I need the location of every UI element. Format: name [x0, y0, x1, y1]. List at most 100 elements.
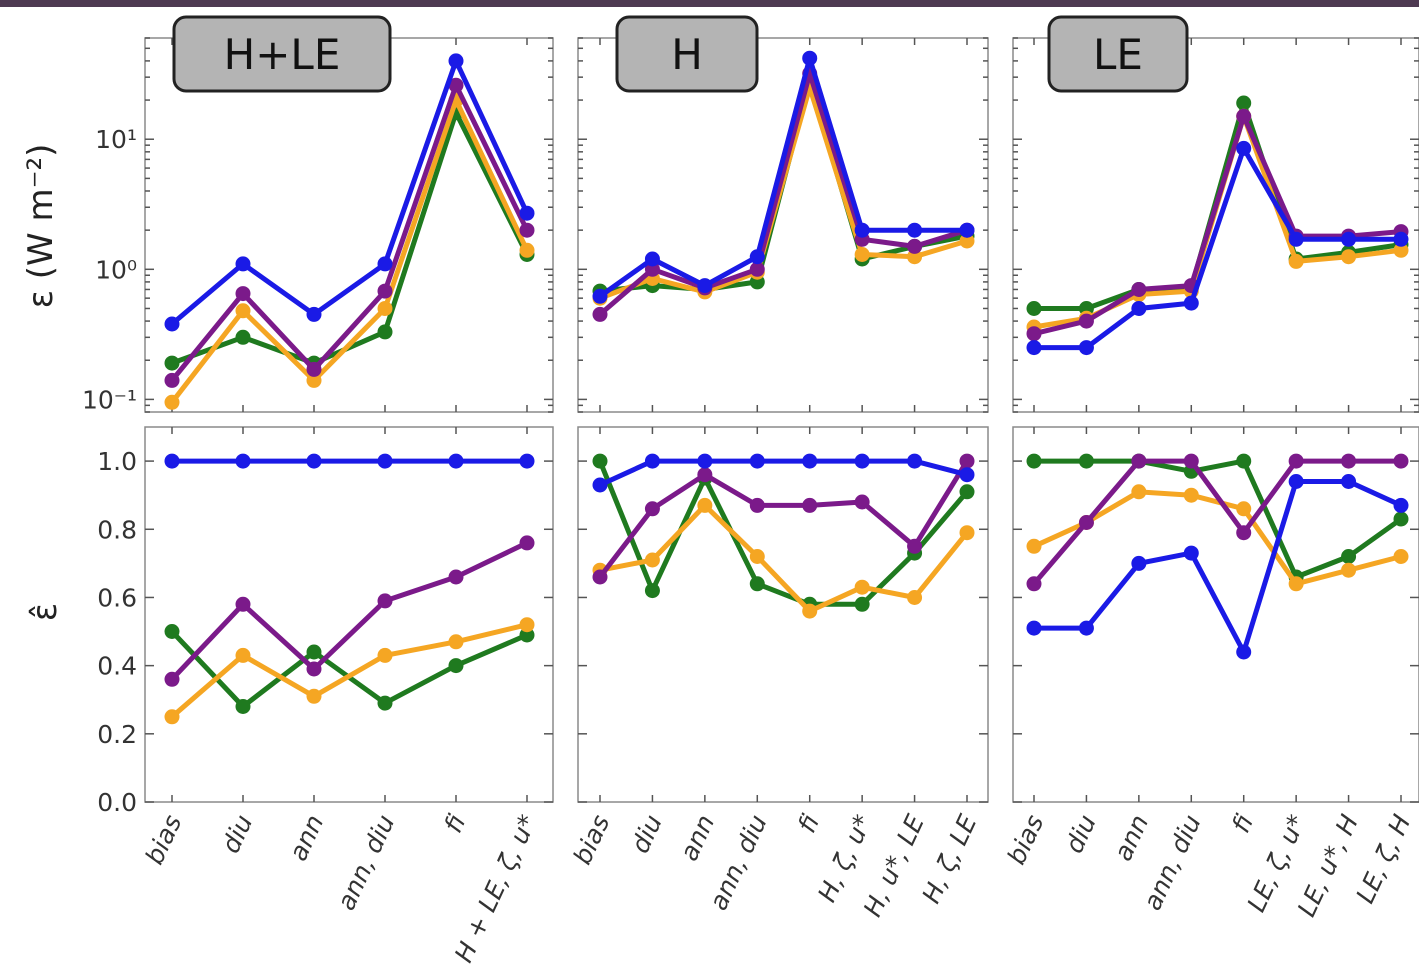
x-tick-label: diu	[1059, 810, 1102, 857]
data-point-orange	[1026, 538, 1042, 554]
data-point-purple	[519, 535, 535, 551]
data-point-purple	[749, 497, 765, 513]
data-point-orange	[907, 249, 923, 265]
data-point-blue	[697, 278, 713, 294]
data-point-purple	[854, 494, 870, 510]
series-line-green	[1034, 458, 1403, 580]
x-tick-label: fi	[438, 810, 471, 838]
data-point-blue	[1026, 340, 1042, 356]
data-point-blue	[854, 222, 870, 238]
x-tick-label: ann, diu	[331, 810, 400, 914]
data-point-blue	[1393, 231, 1409, 247]
data-point-green	[1026, 301, 1042, 316]
data-point-purple	[1131, 282, 1147, 297]
panel-title: H+LE	[224, 30, 341, 79]
data-point-blue	[448, 453, 464, 469]
data-point-purple	[749, 261, 765, 277]
title-box-background	[1047, 15, 1189, 93]
panel-frame	[577, 426, 989, 803]
data-point-blue	[235, 453, 251, 469]
data-point-blue	[854, 453, 870, 469]
data-point-green	[377, 324, 393, 340]
data-point-green	[644, 583, 660, 599]
data-point-green	[235, 329, 251, 345]
series-line-purple	[170, 540, 529, 682]
data-point-blue	[1341, 474, 1357, 489]
data-point-blue	[1078, 340, 1094, 356]
series-line-blue	[170, 58, 530, 326]
series-line-purple	[1033, 113, 1402, 337]
data-point-green	[1236, 95, 1252, 111]
panel-frame	[1012, 426, 1419, 803]
data-point-blue	[1183, 545, 1199, 561]
panel-frame	[577, 37, 989, 413]
data-point-purple	[1341, 453, 1357, 469]
data-point-orange	[959, 525, 975, 541]
data-point-blue	[519, 453, 535, 469]
data-point-purple	[1078, 515, 1094, 530]
panel-top-3	[1012, 37, 1419, 413]
data-point-blue	[235, 256, 251, 272]
panel-title: H	[671, 30, 703, 79]
data-point-orange	[1341, 562, 1357, 578]
data-point-purple	[306, 361, 322, 377]
data-point-purple	[1393, 453, 1409, 469]
data-point-orange	[1288, 576, 1304, 592]
data-point-purple	[519, 222, 535, 238]
data-point-blue	[749, 249, 765, 265]
data-point-purple	[448, 569, 464, 585]
x-tick-label: ann	[1108, 810, 1154, 865]
y-tick-label: 0.6	[97, 583, 137, 612]
data-point-purple	[164, 372, 180, 388]
x-tick-label: ann	[283, 810, 329, 865]
data-point-orange	[802, 603, 818, 619]
data-point-green	[235, 699, 251, 714]
data-point-orange	[1393, 549, 1409, 564]
data-point-purple	[907, 238, 923, 254]
data-point-blue	[749, 453, 765, 469]
data-point-blue	[592, 288, 608, 304]
x-tick-label: bias	[568, 810, 616, 869]
y-tick-label: 0.4	[97, 652, 137, 681]
data-point-green	[749, 576, 765, 592]
data-point-blue	[448, 53, 464, 69]
data-point-green	[1078, 453, 1094, 469]
data-point-orange	[306, 372, 322, 388]
data-point-orange	[164, 709, 180, 725]
data-point-green	[448, 658, 464, 674]
y-tick-label: 0.0	[97, 788, 137, 817]
data-point-orange	[235, 303, 251, 319]
data-point-orange	[959, 233, 975, 249]
data-point-green	[164, 624, 180, 639]
panel-frame	[144, 426, 554, 803]
data-point-orange	[164, 394, 180, 410]
data-point-blue	[907, 222, 923, 238]
data-point-purple	[644, 501, 660, 517]
x-tick-label: bias	[1002, 810, 1050, 869]
data-point-purple	[235, 596, 251, 612]
data-point-purple	[235, 286, 251, 302]
x-tick-label: ann	[674, 810, 720, 865]
x-tick-label: fi	[792, 810, 825, 838]
data-point-purple	[1131, 453, 1147, 469]
data-point-orange	[697, 497, 713, 513]
data-point-orange	[1183, 487, 1199, 503]
data-point-blue	[802, 453, 818, 469]
data-point-blue	[592, 477, 608, 493]
data-point-orange	[306, 688, 322, 704]
data-point-orange	[519, 242, 535, 258]
data-point-green	[592, 453, 608, 469]
data-point-green	[1393, 511, 1409, 527]
bottom-y-axis-label: ε̂	[25, 603, 65, 621]
data-point-orange	[377, 647, 393, 663]
data-point-blue	[644, 453, 660, 469]
data-point-green	[959, 484, 975, 500]
top-border-bar	[0, 0, 1419, 7]
y-tick-label: 0.8	[97, 515, 137, 544]
data-point-purple	[164, 671, 180, 687]
data-point-blue	[377, 256, 393, 272]
data-point-purple	[907, 538, 923, 554]
data-point-blue	[1393, 497, 1409, 513]
